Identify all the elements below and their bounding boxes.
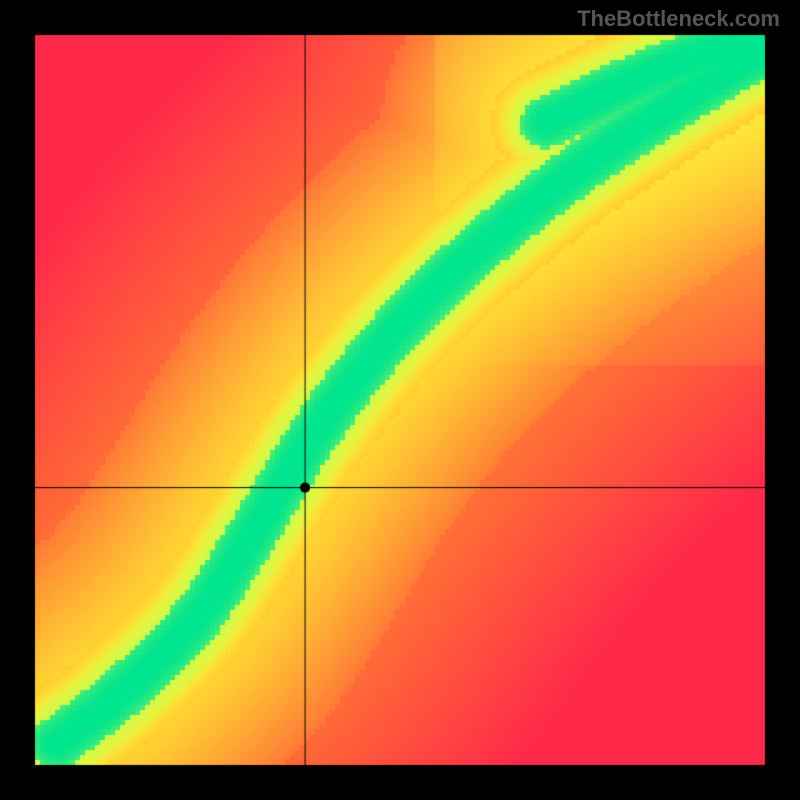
watermark-text: TheBottleneck.com — [577, 6, 780, 32]
chart-container: TheBottleneck.com — [0, 0, 800, 800]
heatmap-canvas — [0, 0, 800, 800]
